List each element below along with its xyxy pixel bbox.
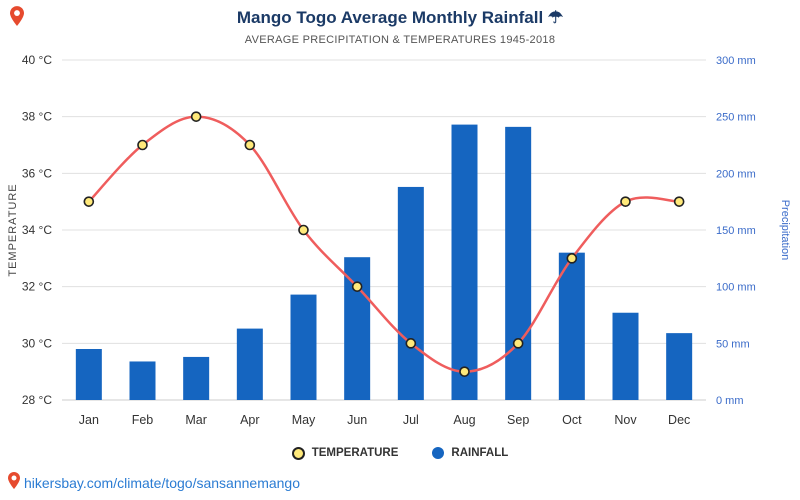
left-axis-tick: 28 °C: [22, 393, 52, 407]
temperature-marker-apr[interactable]: [244, 139, 256, 151]
left-axis-tick: 34 °C: [22, 223, 52, 237]
x-axis-label-feb: Feb: [132, 413, 154, 427]
temperature-marker-mar[interactable]: [190, 111, 202, 122]
rainfall-bar-mar[interactable]: [183, 356, 210, 400]
x-axis-label-dec: Dec: [668, 413, 690, 427]
temperature-marker-nov[interactable]: [620, 196, 631, 207]
x-axis-label-sep: Sep: [507, 413, 529, 427]
temperature-marker-aug[interactable]: [459, 366, 470, 377]
right-axis-tick: 250 mm: [716, 112, 756, 124]
left-axis-tick: 40 °C: [22, 53, 52, 67]
temperature-marker-oct[interactable]: [566, 253, 578, 264]
legend-label-rainfall: RAINFALL: [451, 447, 509, 459]
rainfall-bar-jun[interactable]: [344, 257, 371, 400]
rainfall-bar-sep[interactable]: [505, 126, 532, 400]
legend-label-temperature: TEMPERATURE: [311, 447, 399, 459]
temperature-marker-jan[interactable]: [83, 196, 95, 207]
left-axis-tick: 38 °C: [22, 110, 52, 124]
x-axis-label-apr: Apr: [240, 413, 259, 427]
legend-item-rainfall[interactable]: RAINFALL: [432, 447, 508, 459]
x-axis-label-aug: Aug: [453, 413, 475, 427]
rainfall-bar-jul[interactable]: [397, 186, 424, 400]
rainfall-bar-feb[interactable]: [129, 361, 156, 400]
temperature-marker-icon: [291, 446, 305, 460]
right-axis-tick: 200 mm: [716, 168, 756, 180]
right-axis-tick: 150 mm: [716, 225, 756, 237]
rainfall-bar-may[interactable]: [290, 294, 317, 400]
x-axis-label-nov: Nov: [614, 413, 637, 427]
rainfall-bar-nov[interactable]: [612, 312, 639, 400]
footer-pin-icon: [8, 472, 20, 494]
right-axis-tick: 0 mm: [716, 395, 744, 407]
rainfall-marker-icon: [432, 447, 445, 459]
x-axis-label-jan: Jan: [79, 413, 99, 427]
temperature-marker-may[interactable]: [298, 224, 309, 236]
temperature-marker-jul[interactable]: [405, 338, 417, 349]
right-axis-title: Precipitation: [779, 200, 791, 261]
left-axis-tick: 32 °C: [22, 280, 52, 294]
x-axis-label-jun: Jun: [347, 413, 367, 427]
left-axis-tick: 30 °C: [22, 336, 52, 350]
page-title: Mango Togo Average Monthly Rainfall ☂: [236, 8, 564, 27]
right-axis-tick: 300 mm: [716, 55, 756, 67]
rainfall-chart: 28 °C 30 °C 32 °C 34 °C 36 °C 38 °C 40 °C 0 mm 5…: [0, 48, 800, 440]
right-axis-tick: 50 mm: [716, 338, 750, 350]
rainfall-bar-apr[interactable]: [236, 328, 263, 400]
location-pin-icon: [10, 6, 24, 31]
left-axis-tick: 36 °C: [22, 166, 52, 180]
rainfall-bar-oct[interactable]: [558, 252, 585, 400]
footer: hikersbay.com/climate/togo/sansannemango: [8, 472, 300, 494]
rainfall-bar-aug[interactable]: [451, 124, 478, 400]
x-axis-label-mar: Mar: [185, 413, 207, 427]
rainfall-bar-dec[interactable]: [666, 333, 693, 400]
right-axis-tick: 100 mm: [716, 282, 756, 294]
x-axis-label-jul: Jul: [403, 413, 419, 427]
rainfall-bar-jan[interactable]: [75, 349, 102, 400]
chart-legend: TEMPERATURE RAINFALL: [0, 440, 800, 466]
chart-header: Mango Togo Average Monthly Rainfall ☂ AV…: [0, 0, 800, 46]
temperature-line: [87, 115, 680, 373]
temperature-marker-sep[interactable]: [512, 338, 524, 349]
x-axis-label-oct: Oct: [562, 413, 582, 427]
temperature-marker-jun[interactable]: [351, 281, 363, 292]
temperature-marker-dec[interactable]: [673, 196, 685, 207]
temperature-marker-feb[interactable]: [137, 139, 148, 151]
x-axis-label-may: May: [292, 413, 316, 427]
left-axis-title: TEMPERATURE: [7, 183, 19, 276]
page-subtitle: AVERAGE PRECIPITATION & TEMPERATURES 194…: [244, 34, 556, 46]
legend-item-temperature[interactable]: TEMPERATURE: [291, 446, 399, 460]
footer-link[interactable]: hikersbay.com/climate/togo/sansannemango: [24, 475, 301, 491]
